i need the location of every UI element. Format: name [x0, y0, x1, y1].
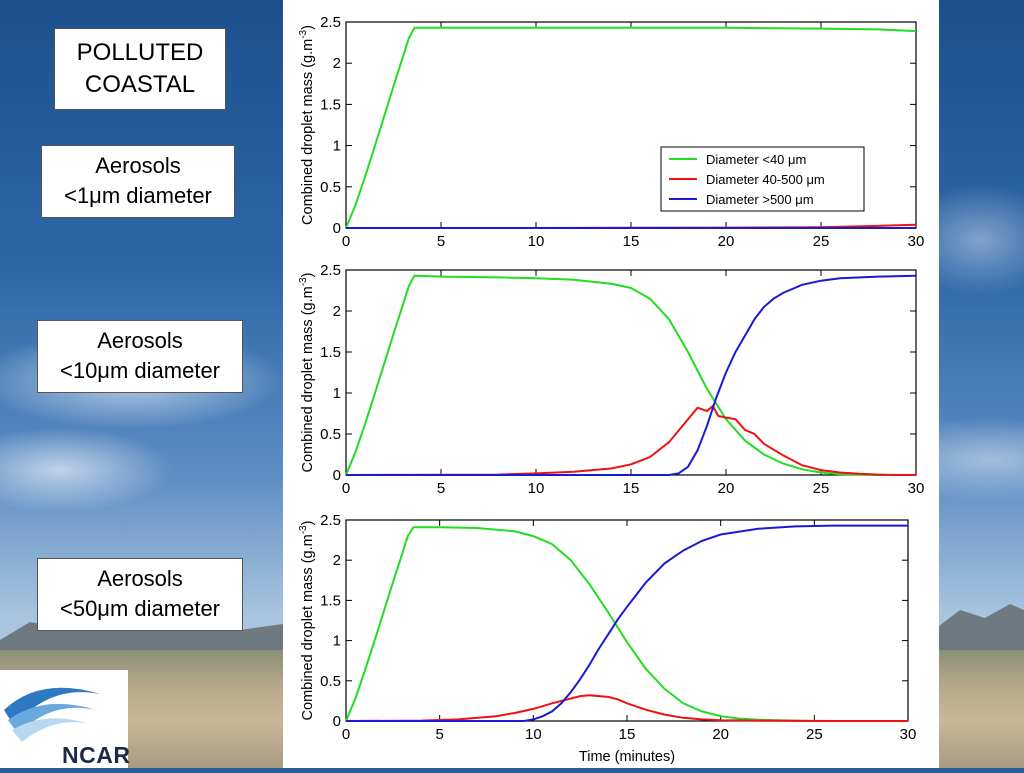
- ncar-logo: [0, 670, 128, 768]
- chart2-series-large-line: [346, 274, 917, 476]
- panel2-label-line1: Aerosols: [97, 328, 183, 353]
- chart1-ytick-label: 0: [333, 220, 341, 237]
- chart3-series-large-line: [346, 524, 908, 722]
- chart1-ylabel: Combined droplet mass (g.m-3): [298, 25, 316, 225]
- chart2-plot-frame: [345, 269, 917, 476]
- chart3-ytick-label: 0.5: [320, 673, 341, 690]
- chart1-xtick-label: 10: [528, 233, 545, 250]
- chart2-xtick-label: 30: [908, 480, 925, 497]
- chart3-series-medium-line: [345, 694, 908, 722]
- chart1-ytick-label: 2.5: [320, 14, 341, 31]
- ncar-logo-text: NCAR: [62, 742, 131, 768]
- chart2-ytick-label: 1.5: [320, 344, 341, 361]
- chart3-xlabel: Time (minutes): [579, 749, 675, 765]
- panel1-label-line1: Aerosols: [95, 153, 181, 178]
- chart3-ytick-label: 1.5: [320, 592, 341, 609]
- chart3-ytick-label: 0: [333, 713, 341, 730]
- chart3-xtick-label: 0: [342, 726, 350, 743]
- chart3-plot-frame: [345, 519, 909, 722]
- chart2-series-medium-line: [345, 404, 916, 476]
- chart2-ytick-label: 0: [333, 467, 341, 484]
- chart1-ytick-label: 1: [333, 138, 341, 155]
- chart1-xtick-label: 0: [342, 233, 350, 250]
- chart2-xtick-label: 5: [437, 480, 445, 497]
- chart2-ylabel: Combined droplet mass (g.m-3): [298, 273, 316, 473]
- chart2-xtick-label: 20: [718, 480, 735, 497]
- chart3-ytick-label: 1: [333, 633, 341, 650]
- chart1-xtick-label: 15: [623, 233, 640, 250]
- chart3-xtick-label: 25: [806, 726, 823, 743]
- chart1-xtick-label: 5: [437, 233, 445, 250]
- chart3-series-small-line: [345, 526, 908, 722]
- chart1-xtick-label: 30: [908, 233, 925, 250]
- chart1-legend-label-medium: Diameter 40-500 μm: [706, 172, 825, 187]
- chart1-ytick-label: 2: [333, 55, 341, 72]
- chart2-ytick-label: 0.5: [320, 426, 341, 443]
- chart1-xtick-label: 25: [813, 233, 830, 250]
- scenario-title-box: POLLUTED COASTAL: [54, 28, 226, 110]
- chart3-xtick-label: 30: [900, 726, 917, 743]
- chart2-xtick-label: 25: [813, 480, 830, 497]
- chart3-xtick-label: 5: [435, 726, 443, 743]
- ncar-swoosh-icon: [4, 687, 100, 742]
- chart2-series-small-line: [345, 274, 916, 476]
- chart1-legend-label-small: Diameter <40 μm: [706, 152, 806, 167]
- panel1-label-box: Aerosols <1μm diameter: [41, 145, 235, 218]
- panel2-label-box: Aerosols <10μm diameter: [37, 320, 243, 393]
- chart3-xtick-label: 10: [525, 726, 542, 743]
- chart2-ytick-label: 2.5: [320, 262, 341, 279]
- panel3-label-box: Aerosols <50μm diameter: [37, 558, 243, 631]
- scenario-title-line2: COASTAL: [84, 71, 196, 98]
- panel3-label-line1: Aerosols: [97, 566, 183, 591]
- scenario-title-line1: POLLUTED: [76, 39, 204, 66]
- chart2-xtick-label: 10: [528, 480, 545, 497]
- chart3-xtick-label: 20: [712, 726, 729, 743]
- chart1-ytick-label: 0.5: [320, 179, 341, 196]
- chart1-series-small-line: [345, 26, 917, 229]
- chart2-ytick-label: 1: [333, 385, 341, 402]
- chart3-ytick-label: 2: [333, 552, 341, 569]
- chart3-ytick-label: 2.5: [320, 512, 341, 529]
- panel2-label-line2: <10μm diameter: [59, 358, 221, 383]
- chart2-ytick-label: 2: [333, 303, 341, 320]
- chart1-legend-label-large: Diameter >500 μm: [706, 192, 814, 207]
- chart2-xtick-label: 0: [342, 480, 350, 497]
- chart2-xtick-label: 15: [623, 480, 640, 497]
- chart3-xtick-label: 15: [619, 726, 636, 743]
- chart1-ytick-label: 1.5: [320, 96, 341, 113]
- panel1-label-line2: <1μm diameter: [64, 183, 212, 208]
- chart3-ylabel: Combined droplet mass (g.m-3): [298, 521, 316, 721]
- chart1-xtick-label: 20: [718, 233, 735, 250]
- panel3-label-line2: <50μm diameter: [59, 596, 221, 621]
